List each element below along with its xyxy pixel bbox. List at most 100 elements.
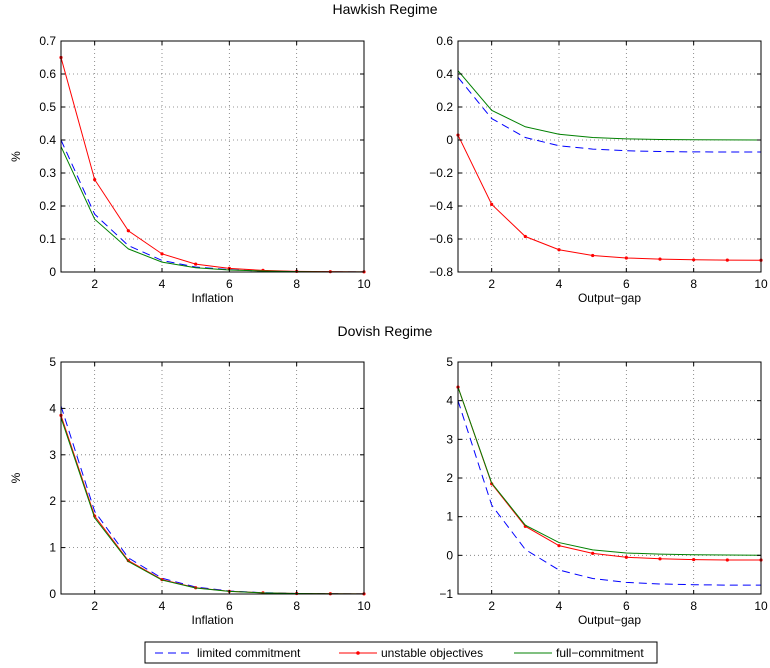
x-tick-label: 4 bbox=[159, 277, 166, 291]
x-axis-label: Output−gap bbox=[578, 613, 641, 627]
y-tick-label: 0.2 bbox=[39, 199, 56, 213]
y-tick-label: 0.3 bbox=[39, 166, 56, 180]
panel-1: 2 4 6 8 10 0 0.1 0.2 0.3 0.4 0.5 0.6 0.7 Inflation% bbox=[9, 34, 371, 305]
data-point bbox=[725, 558, 729, 562]
y-tick-label: −1 bbox=[439, 587, 453, 601]
y-axis-label: % bbox=[9, 472, 23, 483]
legend-box bbox=[144, 641, 658, 664]
series-line-2 bbox=[60, 415, 365, 595]
y-tick-label: 0 bbox=[446, 548, 453, 562]
y-tick-label: 0 bbox=[49, 587, 56, 601]
y-tick-label: 0.6 bbox=[39, 67, 56, 81]
y-tick-label: −0.8 bbox=[429, 265, 453, 279]
regime-title: Dovish Regime bbox=[338, 323, 433, 339]
data-point bbox=[692, 258, 696, 262]
y-tick-label: 1 bbox=[49, 541, 56, 555]
x-tick-label: 8 bbox=[293, 599, 300, 613]
x-axis-label: Output−gap bbox=[578, 291, 641, 305]
data-point bbox=[658, 257, 662, 261]
series-line-1 bbox=[457, 400, 761, 586]
series-line-3 bbox=[457, 70, 762, 141]
y-tick-label: −0.2 bbox=[429, 166, 453, 180]
x-tick-label: 10 bbox=[754, 277, 768, 291]
legend: limited commitment unstable objectives ful… bbox=[144, 641, 658, 664]
panel-2: 2 4 6 8 10 −0.8 −0.6 −0.4 −0.2 0 0.2 0.4 0.6 Output−g… bbox=[429, 34, 768, 305]
series-line-2 bbox=[457, 134, 762, 261]
data-point bbox=[93, 178, 97, 182]
data-point bbox=[658, 557, 662, 561]
series-line-1 bbox=[60, 139, 365, 273]
y-tick-label: 0.2 bbox=[436, 100, 453, 114]
regime-title: Hawkish Regime bbox=[332, 1, 437, 17]
y-tick-label: 1 bbox=[446, 510, 453, 524]
data-point bbox=[624, 256, 628, 260]
legend-label-3: full−commitment bbox=[556, 646, 644, 660]
series-line-3 bbox=[60, 146, 365, 273]
y-tick-label: 0.5 bbox=[39, 100, 56, 114]
series-line-1 bbox=[60, 405, 365, 595]
x-tick-label: 6 bbox=[623, 599, 630, 613]
series-line-3 bbox=[60, 417, 365, 595]
x-tick-label: 10 bbox=[754, 599, 768, 613]
y-tick-label: 5 bbox=[446, 355, 453, 369]
panel-4: 2 4 6 8 10 −1 0 1 2 3 4 5 Output−gap bbox=[439, 355, 768, 627]
axes-box bbox=[60, 40, 365, 273]
series-line-2 bbox=[457, 386, 761, 561]
x-tick-label: 2 bbox=[488, 599, 495, 613]
x-tick-label: 8 bbox=[293, 277, 300, 291]
y-axis-label: % bbox=[9, 151, 23, 162]
data-point bbox=[591, 551, 595, 556]
y-tick-label: 2 bbox=[49, 494, 56, 508]
data-point bbox=[160, 252, 164, 256]
x-tick-label: 6 bbox=[226, 599, 233, 613]
x-tick-label: 10 bbox=[357, 599, 371, 613]
y-tick-label: 0 bbox=[49, 265, 56, 279]
x-tick-label: 6 bbox=[623, 277, 630, 291]
x-axis-label: Inflation bbox=[191, 613, 233, 627]
y-tick-label: 0 bbox=[446, 133, 453, 147]
y-tick-label: 3 bbox=[49, 448, 56, 462]
y-tick-label: 0.7 bbox=[39, 34, 56, 48]
data-point bbox=[624, 555, 628, 559]
legend-marker bbox=[356, 651, 360, 655]
x-tick-label: 4 bbox=[556, 277, 563, 291]
y-tick-label: −0.4 bbox=[429, 199, 453, 213]
axes-box bbox=[60, 361, 365, 595]
x-axis-label: Inflation bbox=[191, 291, 233, 305]
x-tick-label: 2 bbox=[91, 277, 98, 291]
panel-3: 2 4 6 8 10 0 1 2 3 4 5 Inflation% bbox=[9, 355, 371, 627]
axes-box bbox=[457, 361, 762, 595]
y-tick-label: 5 bbox=[49, 355, 56, 369]
x-tick-label: 6 bbox=[226, 277, 233, 291]
data-point bbox=[490, 202, 494, 206]
y-tick-label: 3 bbox=[446, 432, 453, 446]
series-line-2 bbox=[60, 57, 365, 273]
y-tick-label: 4 bbox=[49, 401, 56, 415]
data-point bbox=[692, 557, 696, 562]
x-tick-label: 2 bbox=[488, 277, 495, 291]
legend-label-2: unstable objectives bbox=[381, 646, 483, 660]
legend-label-1: limited commitment bbox=[197, 646, 301, 660]
y-tick-label: 2 bbox=[446, 471, 453, 485]
y-tick-label: 0.6 bbox=[436, 34, 453, 48]
data-point bbox=[725, 258, 729, 262]
axes-box bbox=[457, 40, 762, 273]
x-tick-label: 2 bbox=[91, 599, 98, 613]
data-point bbox=[557, 248, 561, 252]
series-line-3 bbox=[457, 386, 762, 556]
series-line-1 bbox=[457, 76, 761, 153]
y-tick-label: −0.6 bbox=[429, 232, 453, 246]
x-tick-label: 4 bbox=[556, 599, 563, 613]
x-tick-label: 8 bbox=[690, 277, 697, 291]
data-point bbox=[523, 234, 527, 239]
data-point bbox=[126, 229, 130, 233]
x-tick-label: 8 bbox=[690, 599, 697, 613]
x-tick-label: 4 bbox=[159, 599, 166, 613]
y-tick-label: 4 bbox=[446, 394, 453, 408]
data-point bbox=[194, 262, 198, 266]
y-tick-label: 0.4 bbox=[436, 67, 453, 81]
x-tick-label: 10 bbox=[357, 277, 371, 291]
data-point bbox=[557, 544, 561, 548]
data-point bbox=[591, 253, 595, 258]
